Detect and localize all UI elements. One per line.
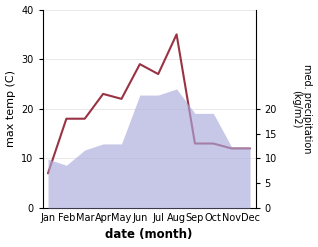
X-axis label: date (month): date (month) bbox=[105, 228, 193, 242]
Y-axis label: max temp (C): max temp (C) bbox=[5, 70, 16, 147]
Y-axis label: med. precipitation
(kg/m2): med. precipitation (kg/m2) bbox=[291, 64, 313, 154]
